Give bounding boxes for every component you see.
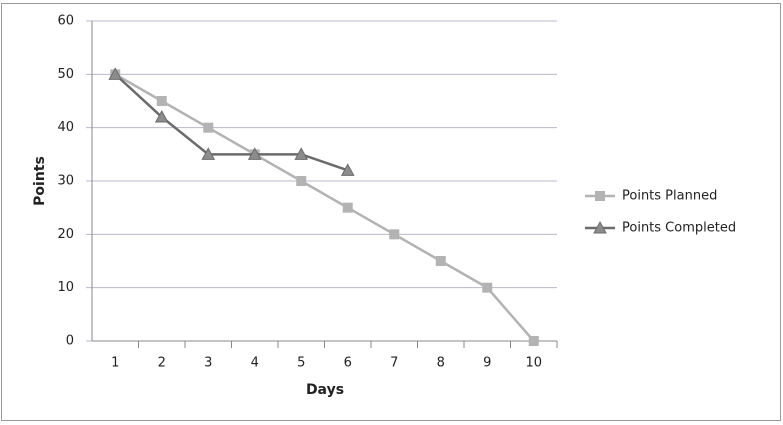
x-tick-label: 8 — [437, 356, 445, 371]
legend-marker — [595, 191, 605, 201]
series-line — [114, 73, 349, 172]
y-axis-title: Points — [32, 156, 48, 206]
data-point — [342, 202, 353, 213]
x-tick-label: 6 — [344, 356, 352, 371]
y-tick-label: 30 — [57, 174, 74, 189]
y-tick-label: 0 — [66, 334, 74, 349]
data-point — [247, 147, 262, 160]
x-tick-label: 1 — [111, 356, 119, 371]
y-tick-label: 40 — [57, 120, 74, 135]
data-point — [154, 109, 169, 123]
x-tick-label: 3 — [204, 356, 212, 371]
legend-marker — [593, 220, 607, 234]
x-axis-title: Days — [306, 382, 344, 398]
y-tick-label: 20 — [57, 227, 74, 242]
y-tick-label: 60 — [57, 14, 74, 29]
data-point — [435, 256, 446, 266]
legend-label: Points Planned — [622, 189, 717, 204]
data-point — [294, 147, 309, 160]
series-line — [114, 73, 535, 342]
x-tick-label: 4 — [251, 356, 259, 371]
legend-label: Points Completed — [622, 221, 736, 236]
chart-border — [1, 3, 781, 421]
data-point — [201, 147, 216, 160]
data-point — [108, 67, 123, 80]
y-tick-label: 50 — [57, 67, 74, 82]
data-point — [482, 282, 493, 293]
x-tick-label: 7 — [390, 356, 398, 371]
x-tick-label: 9 — [483, 356, 491, 371]
x-tick-label: 10 — [525, 356, 542, 371]
data-point — [296, 176, 307, 186]
data-point — [389, 229, 400, 240]
data-point — [340, 163, 355, 176]
x-tick-label: 2 — [158, 356, 166, 371]
data-point — [528, 336, 539, 346]
data-point — [156, 96, 167, 106]
y-tick-label: 10 — [57, 280, 74, 295]
x-tick-label: 5 — [297, 356, 305, 371]
data-point — [203, 122, 214, 133]
